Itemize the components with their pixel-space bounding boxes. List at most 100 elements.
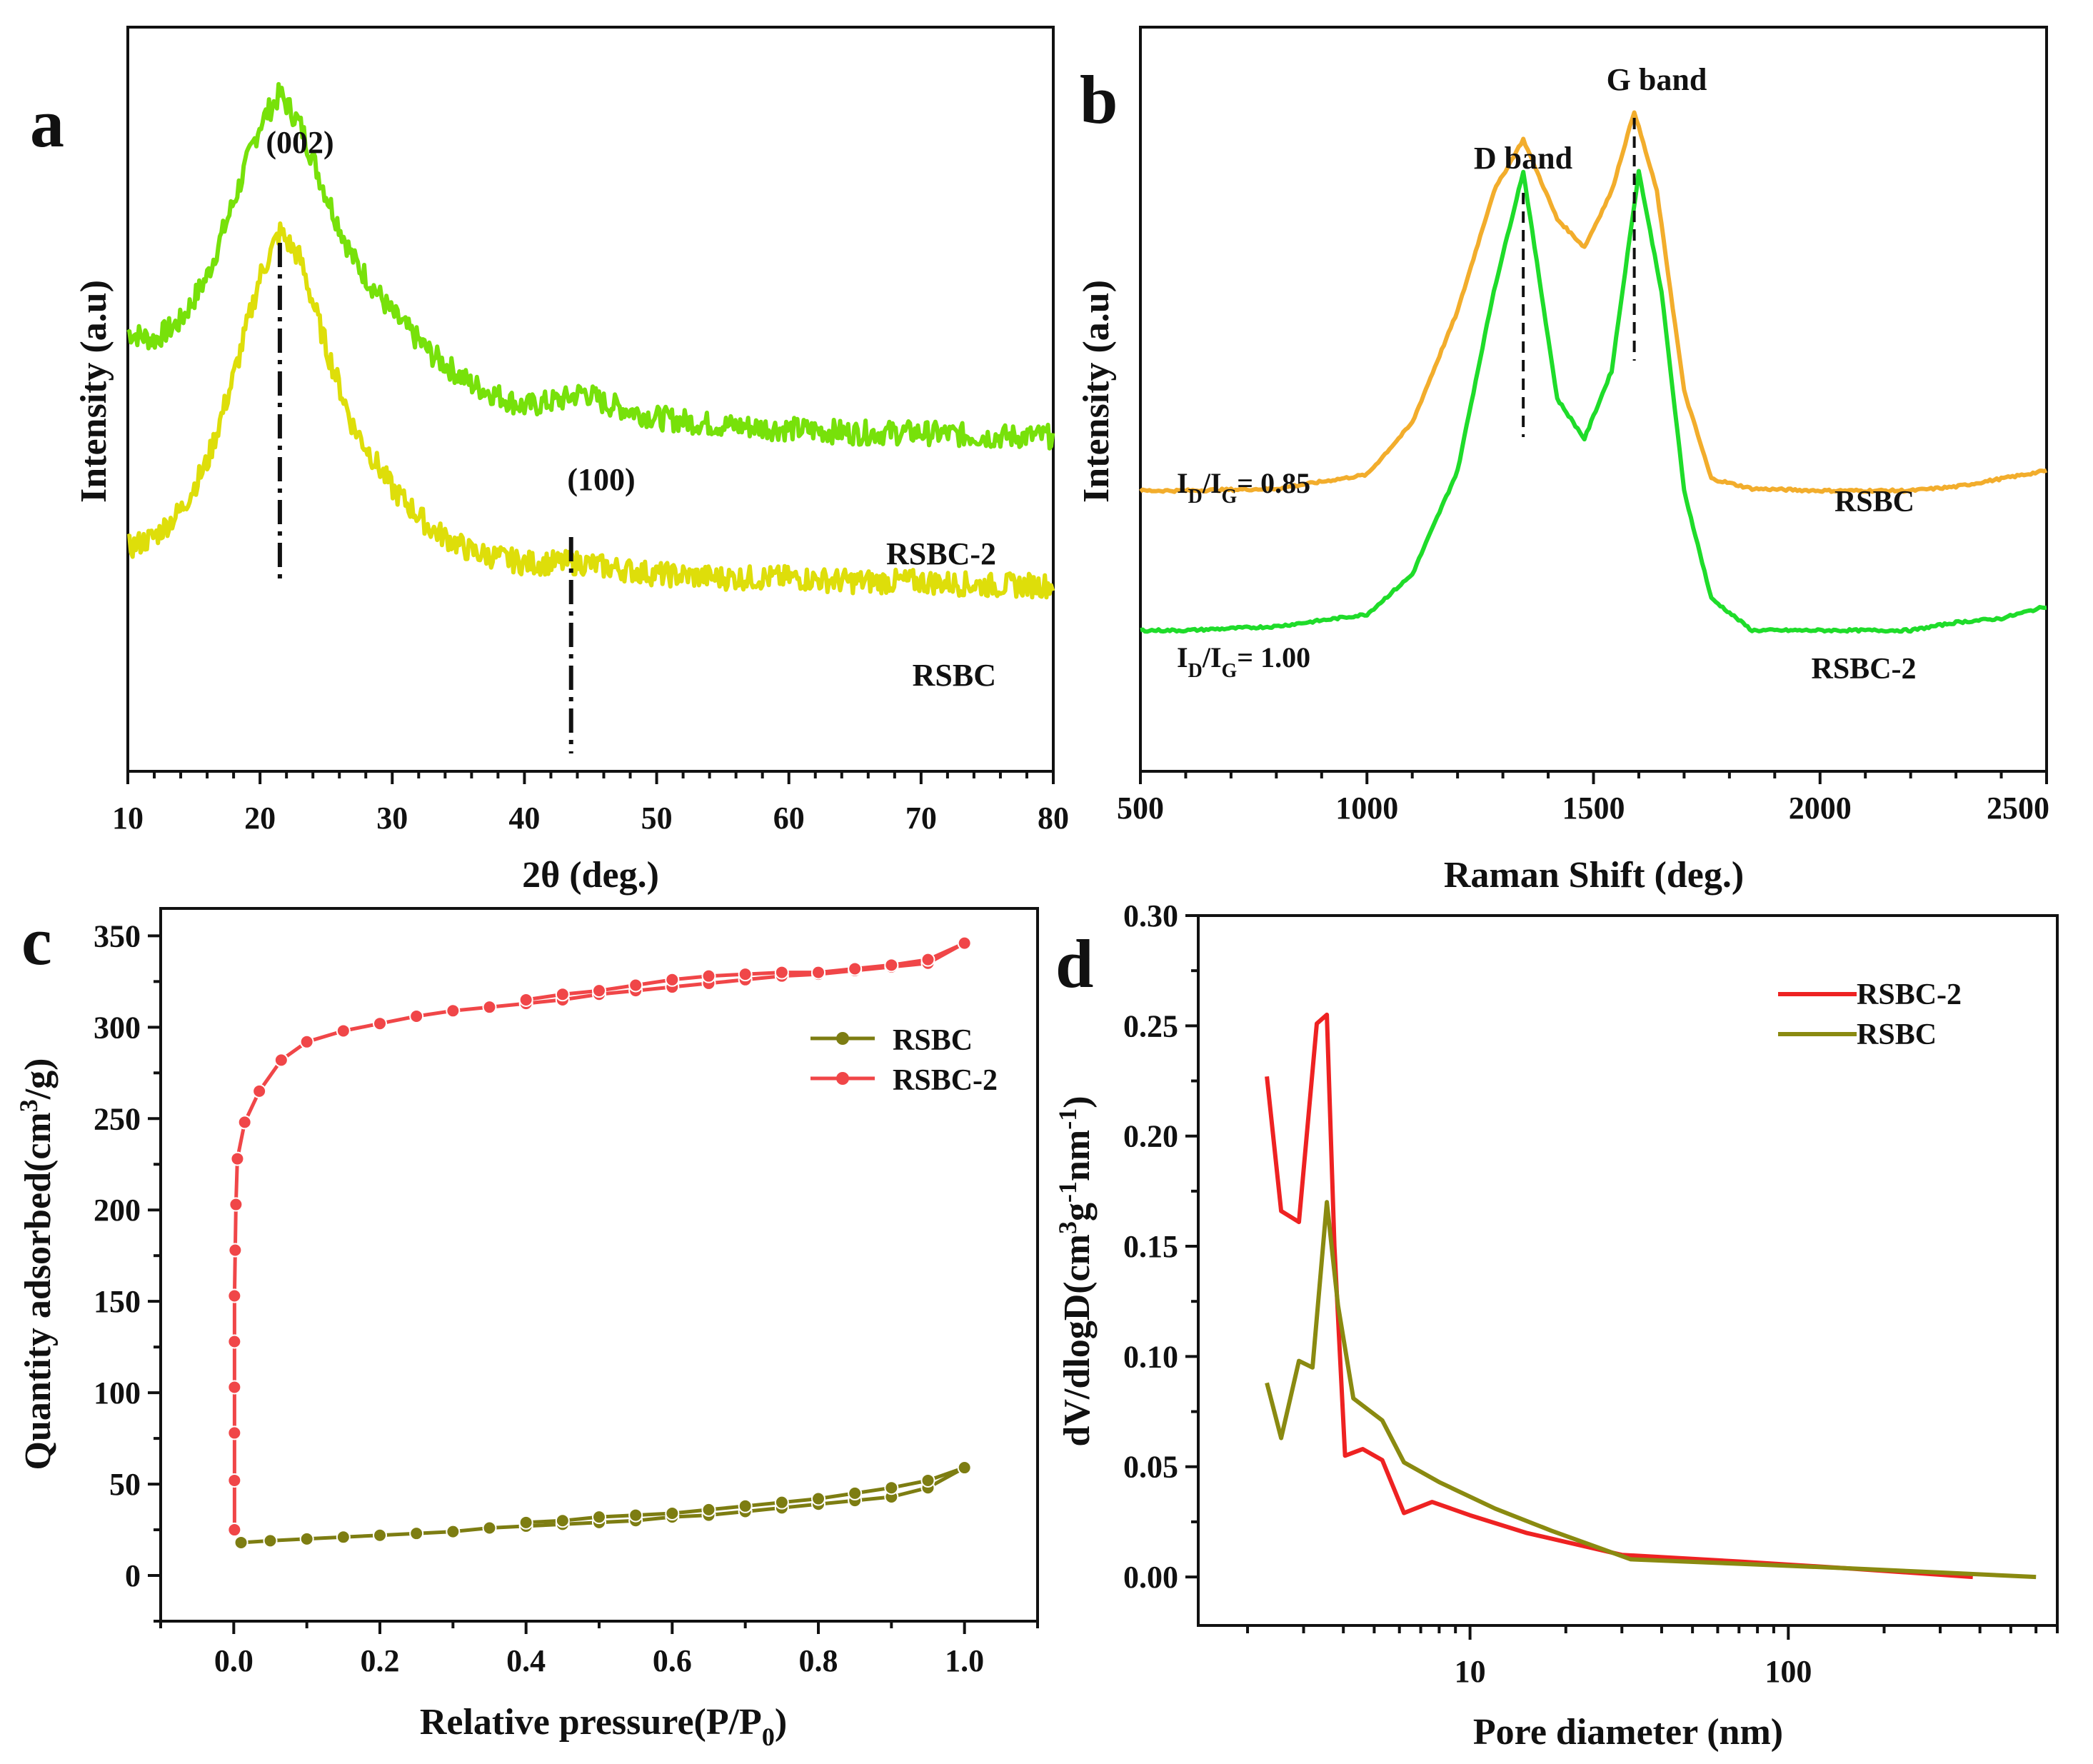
isotherm-point-rsbc-2 <box>482 1000 497 1015</box>
isotherm-point-rsbc <box>811 1491 825 1506</box>
ratio-label-rsbc: ID/IG= 0.85 <box>1177 467 1310 508</box>
y-axis-label-d-nm: nm <box>1057 1130 1098 1181</box>
peak-label-100: (100) <box>567 462 635 497</box>
isotherm-point-rsbc-2 <box>555 987 570 1002</box>
isotherm-point-rsbc <box>409 1526 424 1541</box>
panel-b-annotation-layer <box>1522 118 1636 437</box>
legend-label-rsbc: RSBC <box>893 1024 973 1057</box>
isotherm-point-rsbc <box>957 1460 972 1475</box>
y-tick-label: 150 <box>94 1284 141 1319</box>
panel-b-raman-chart: b 500 1000 1500 2000 2500 D band G band ID/I… <box>1076 26 2049 896</box>
x-axis-label-c: Relative pressure(P/P0) <box>420 1702 787 1751</box>
x-tick-label: 0.2 <box>361 1643 400 1678</box>
ratio-i-d: I <box>1177 467 1188 499</box>
pore-line-rsbc-2 <box>1265 1012 1973 1580</box>
y-tick-label: 0.20 <box>1123 1119 1178 1154</box>
x-axis-label-c-main: Relative pressure(P/P <box>420 1702 762 1743</box>
panel-b-x-ticks: 500 1000 1500 2000 2500 <box>1117 771 2049 826</box>
y-axis-label-c-end: /g) <box>18 1058 59 1100</box>
isotherm-point-rsbc <box>263 1533 278 1548</box>
panel-d-pore-distribution-chart: d 10 100 0.00 0.05 0.10 0.15 0.20 0.25 0.30 RSBC… <box>1053 898 2059 1753</box>
isotherm-point-rsbc <box>628 1508 643 1523</box>
isotherm-point-rsbc-2 <box>628 978 643 993</box>
isotherm-point-rsbc-2 <box>373 1016 387 1031</box>
isotherm-point-rsbc <box>884 1480 899 1495</box>
peak-label-002: (002) <box>266 125 333 160</box>
y-tick-label: 0.00 <box>1123 1560 1178 1595</box>
x-tick-label: 0.8 <box>799 1643 838 1678</box>
y-axis-label-d-main: dV/dlogD(cm <box>1057 1234 1098 1447</box>
x-axis-label-d: Pore diameter (nm) <box>1473 1712 1783 1753</box>
isotherm-point-rsbc-2 <box>774 965 789 980</box>
x-tick-label: 50 <box>641 801 673 836</box>
y-axis-label-d-g: g <box>1057 1203 1098 1221</box>
x-tick-label: 40 <box>508 801 540 836</box>
isotherm-point-rsbc <box>373 1528 387 1543</box>
ratio2-i-d: I <box>1177 641 1188 673</box>
panel-d-series-layer <box>1265 1012 2037 1580</box>
isotherm-point-rsbc-2 <box>273 1053 288 1068</box>
ratio-value-rsbc: = 0.85 <box>1237 467 1310 499</box>
panel-d-axis-ticks: 10 100 0.00 0.05 0.10 0.15 0.20 0.25 0.30 <box>1123 898 2059 1689</box>
y-axis-label-d-sup3: -1 <box>1053 1108 1082 1130</box>
isotherm-point-rsbc-2 <box>920 952 935 967</box>
ratio-label-rsbc2: ID/IG= 1.00 <box>1177 641 1310 682</box>
isotherm-point-rsbc <box>336 1530 351 1545</box>
x-tick-label: 1500 <box>1562 791 1625 826</box>
panel-c-axis-ticks: 0.0 0.2 0.4 0.6 0.8 1.0 0 50 100 150 200 250 300 350 <box>94 918 1039 1678</box>
x-tick-label: 30 <box>376 801 408 836</box>
ratio2-i-g: I <box>1210 641 1222 673</box>
panel-letter-c: c <box>21 903 52 979</box>
g-band-label: G band <box>1607 62 1707 97</box>
y-tick-label: 0.10 <box>1123 1339 1178 1374</box>
ratio2-sub-g: G <box>1222 660 1238 682</box>
d-band-label: D band <box>1474 141 1572 176</box>
x-tick-label: 500 <box>1117 791 1164 826</box>
x-tick-label: 0.0 <box>214 1643 254 1678</box>
panel-a-plot-frame <box>126 26 1055 773</box>
y-axis-label-a: Intensity (a.u) <box>74 280 114 503</box>
isotherm-point-rsbc <box>738 1498 753 1513</box>
isotherm-point-rsbc <box>701 1502 716 1517</box>
isotherm-point-rsbc-2 <box>237 1115 252 1130</box>
panel-a-annotation-layer <box>277 243 573 753</box>
xrd-line-rsbc <box>126 221 1055 600</box>
isotherm-point-rsbc <box>518 1515 533 1530</box>
y-tick-label: 350 <box>94 918 141 953</box>
isotherm-point-rsbc-2 <box>738 967 753 982</box>
x-tick-label: 10 <box>112 801 144 836</box>
y-axis-label-d-sup1: 3 <box>1053 1221 1082 1234</box>
panel-a-xrd-chart: a 10 20 30 40 50 60 70 80 (002) (100) RSBC-2 RS… <box>30 26 1069 896</box>
isotherm-point-rsbc-2 <box>446 1003 461 1018</box>
isotherm-point-rsbc-2 <box>230 1151 245 1166</box>
series-label-rsbc2: RSBC-2 <box>886 536 996 571</box>
isotherm-point-rsbc-2 <box>811 965 825 980</box>
x-tick-label: 1000 <box>1335 791 1398 826</box>
isotherm-point-rsbc <box>299 1531 314 1546</box>
x-tick-label: 0.6 <box>653 1643 692 1678</box>
isotherm-point-rsbc <box>665 1506 680 1521</box>
y-tick-label: 250 <box>94 1101 141 1136</box>
isotherm-point-rsbc <box>920 1473 935 1488</box>
legend-label-d-rsbc2: RSBC-2 <box>1857 978 1962 1011</box>
y-tick-label: 100 <box>94 1375 141 1410</box>
panel-letter-a: a <box>30 85 64 161</box>
legend-label-rsbc2: RSBC-2 <box>893 1064 998 1097</box>
panel-d-plot-frame <box>1197 914 2059 1627</box>
y-tick-label: 200 <box>94 1193 141 1228</box>
ratio-value-rsbc2: = 1.00 <box>1237 641 1310 673</box>
isotherm-point-rsbc-2 <box>336 1023 351 1038</box>
isotherm-point-rsbc <box>482 1520 497 1535</box>
x-tick-label: 80 <box>1038 801 1069 836</box>
ratio2-sub-d: D <box>1188 660 1203 682</box>
y-tick-label: 0.25 <box>1123 1008 1178 1043</box>
x-tick-label: 2000 <box>1789 791 1852 826</box>
x-tick-label: 2500 <box>1987 791 2049 826</box>
raman-line-rsbc <box>1139 110 2048 494</box>
isotherm-point-rsbc <box>446 1524 461 1539</box>
panel-c-series-layer <box>227 936 972 1550</box>
isotherm-point-rsbc-2 <box>228 1243 243 1258</box>
isotherm-point-rsbc-2 <box>518 992 533 1007</box>
y-axis-label-b: Intensity (a.u) <box>1076 280 1117 503</box>
